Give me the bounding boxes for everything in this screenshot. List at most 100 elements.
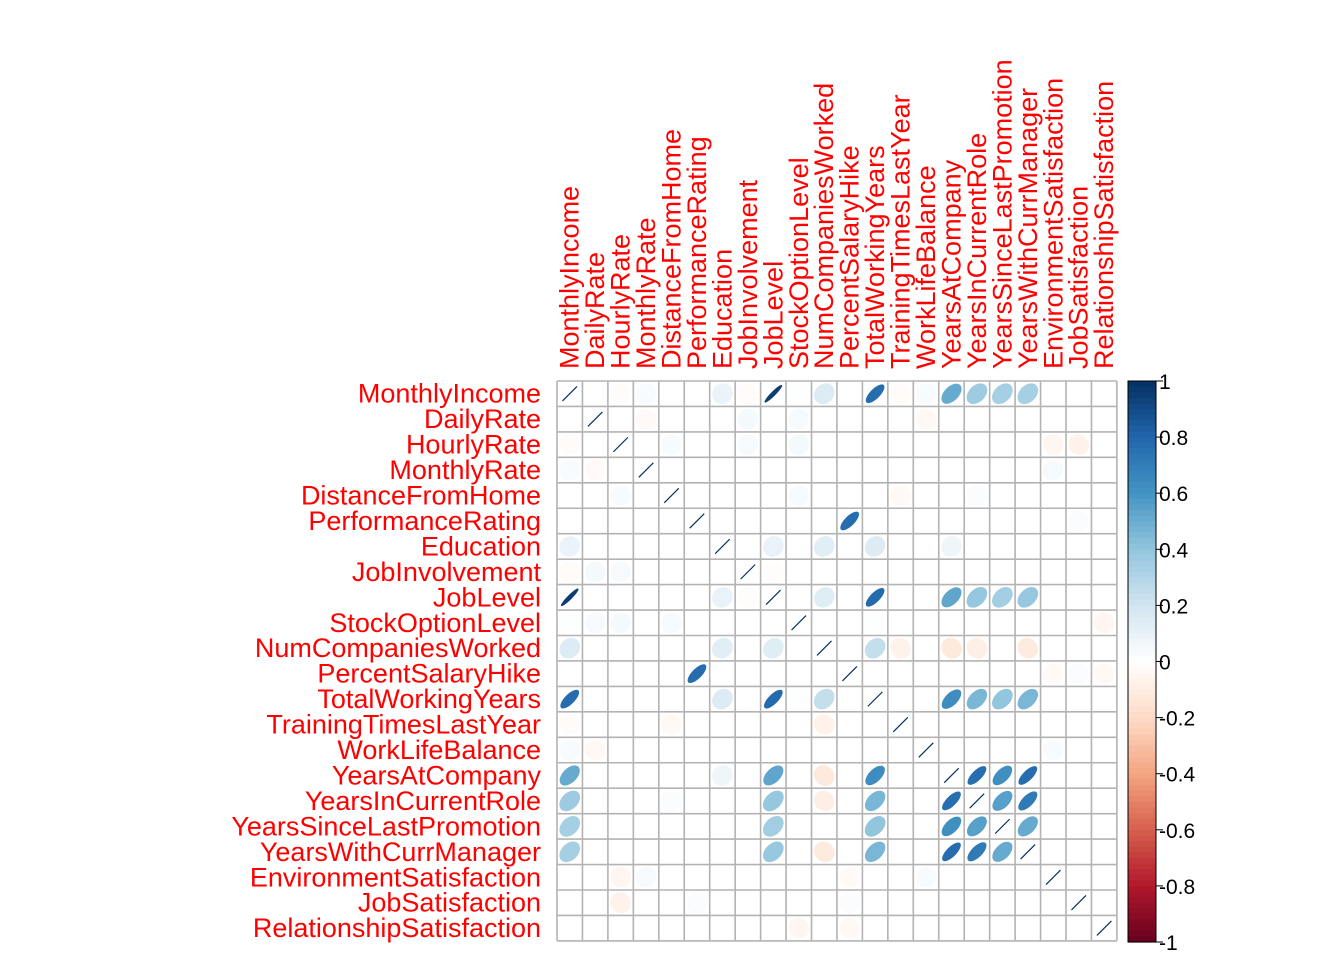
cell-MonthlyIncome-DistanceFromHome: [661, 383, 682, 405]
cell-RelationshipSatisfaction-DailyRate: [584, 917, 606, 939]
diagonal-cell-JobInvolvement: [740, 564, 756, 580]
cell-TrainingTimesLastYear-DistanceFromHome: [661, 714, 682, 735]
column-label: JobLevel: [758, 261, 788, 369]
cell-RelationshipSatisfaction-MonthlyRate: [635, 917, 657, 939]
cell-JobSatisfaction-TrainingTimesLastYear: [890, 892, 911, 914]
cell-WorkLifeBalance-StockOptionLevel: [788, 739, 810, 761]
colorbar-segment: [1128, 801, 1156, 808]
cell-PercentSalaryHike-MonthlyRate: [635, 663, 657, 685]
cell-HourlyRate-WorkLifeBalance: [915, 434, 937, 455]
diagonal-cell-DailyRate: [587, 411, 603, 427]
colorbar-segment: [1128, 582, 1156, 590]
diagonal-cell-TotalWorkingYears: [867, 691, 883, 707]
diagonal-cell-StockOptionLevel: [791, 615, 807, 631]
cell-DailyRate-PercentSalaryHike: [839, 408, 861, 430]
colorbar-segment: [1128, 874, 1156, 881]
cell-PerformanceRating-MonthlyRate: [635, 510, 657, 532]
cell-DailyRate-StockOptionLevel: [788, 408, 810, 430]
colorbar-segment: [1128, 723, 1156, 730]
cell-PerformanceRating-JobLevel: [762, 510, 784, 532]
cell-YearsWithCurrManager-JobInvolvement: [737, 841, 759, 863]
cell-PerformanceRating-JobInvolvement: [737, 510, 759, 532]
colorbar-segment: [1128, 644, 1156, 651]
row-label: JobSatisfaction: [358, 888, 541, 918]
cell-RelationshipSatisfaction-PercentSalaryHike: [839, 917, 861, 939]
colorbar-segment: [1128, 869, 1156, 876]
cell-RelationshipSatisfaction-NumCompaniesWorked: [813, 917, 835, 939]
cell-TrainingTimesLastYear-StockOptionLevel: [788, 714, 810, 735]
cell-PercentSalaryHike-HourlyRate: [610, 663, 631, 685]
cell-TotalWorkingYears-DistanceFromHome: [661, 688, 682, 710]
cell-YearsWithCurrManager-JobSatisfaction: [1068, 841, 1090, 863]
cell-RelationshipSatisfaction-JobLevel: [762, 917, 784, 939]
cell-EnvironmentSatisfaction-YearsWithCurrManager: [1017, 866, 1039, 888]
row-label: StockOptionLevel: [329, 608, 541, 638]
row-label: YearsSinceLastPromotion: [231, 811, 541, 841]
cell-DistanceFromHome-TotalWorkingYears: [864, 485, 886, 506]
cell-RelationshipSatisfaction-TotalWorkingYears: [864, 917, 886, 939]
cell-MonthlyIncome-HourlyRate: [610, 383, 631, 405]
cell-MonthlyIncome-JobLevel: [764, 384, 783, 403]
cell-DistanceFromHome-EnvironmentSatisfaction: [1042, 485, 1064, 506]
colorbar-tick-label: -0.8: [1159, 876, 1195, 899]
cell-YearsInCurrentRole-YearsAtCompany: [942, 791, 961, 811]
diagonal-cell-YearsWithCurrManager: [1020, 844, 1036, 860]
cell-PercentSalaryHike-RelationshipSatisfaction: [1093, 663, 1115, 685]
colorbar-segment: [1128, 639, 1156, 646]
cell-YearsSinceLastPromotion-YearsWithCurrManager: [1017, 816, 1038, 837]
cell-HourlyRate-YearsAtCompany: [941, 434, 962, 455]
colorbar-segment: [1128, 605, 1156, 612]
colorbar-segment: [1128, 538, 1156, 545]
colorbar-segment: [1128, 852, 1156, 859]
cell-WorkLifeBalance-JobSatisfaction: [1068, 739, 1090, 761]
cell-JobLevel-TotalWorkingYears: [865, 587, 885, 607]
cell-JobSatisfaction-NumCompaniesWorked: [813, 892, 835, 914]
cell-HourlyRate-Education: [712, 434, 733, 455]
cell-NumCompaniesWorked-JobLevel: [762, 637, 784, 659]
cell-JobLevel-EnvironmentSatisfaction: [1042, 586, 1064, 608]
cell-NumCompaniesWorked-TrainingTimesLastYear: [890, 637, 911, 659]
cell-JobInvolvement-JobLevel: [762, 561, 784, 583]
cell-PercentSalaryHike-JobSatisfaction: [1068, 663, 1090, 685]
cell-RelationshipSatisfaction-JobSatisfaction: [1068, 917, 1090, 939]
cell-YearsWithCurrManager-DistanceFromHome: [661, 841, 682, 863]
row-label: Education: [421, 531, 541, 561]
colorbar-segment: [1128, 493, 1156, 500]
colorbar-tick-label: 1: [1159, 371, 1171, 394]
cell-TrainingTimesLastYear-HourlyRate: [610, 714, 631, 735]
cell-WorkLifeBalance-YearsSinceLastPromotion: [992, 739, 1013, 761]
row-label: YearsAtCompany: [332, 760, 542, 790]
cell-JobInvolvement-PercentSalaryHike: [839, 561, 861, 583]
cell-WorkLifeBalance-JobInvolvement: [737, 739, 759, 761]
column-label: NumCompaniesWorked: [809, 83, 839, 369]
colorbar-segment: [1128, 487, 1156, 494]
cell-YearsWithCurrManager-EnvironmentSatisfaction: [1042, 841, 1064, 863]
cell-TotalWorkingYears-StockOptionLevel: [788, 688, 810, 710]
colorbar-segment: [1128, 532, 1156, 539]
colorbar-segment: [1128, 790, 1156, 797]
cell-JobSatisfaction-DistanceFromHome: [661, 892, 682, 914]
cell-JobLevel-MonthlyIncome: [560, 588, 579, 607]
cell-TotalWorkingYears-RelationshipSatisfaction: [1093, 688, 1115, 710]
cell-Education-YearsWithCurrManager: [1017, 536, 1039, 557]
cell-DailyRate-RelationshipSatisfaction: [1093, 408, 1115, 430]
cell-MonthlyIncome-EnvironmentSatisfaction: [1042, 383, 1064, 405]
cell-MonthlyRate-YearsAtCompany: [941, 459, 962, 481]
cell-WorkLifeBalance-TotalWorkingYears: [864, 739, 886, 761]
colorbar-segment: [1128, 409, 1156, 416]
colorbar-segment: [1128, 611, 1156, 618]
colorbar-segment: [1128, 908, 1156, 915]
colorbar-segment: [1128, 885, 1156, 893]
cell-JobInvolvement-YearsSinceLastPromotion: [992, 561, 1013, 583]
cell-TotalWorkingYears-PercentSalaryHike: [839, 688, 861, 710]
cell-MonthlyRate-RelationshipSatisfaction: [1093, 459, 1115, 481]
column-label: YearsAtCompany: [936, 159, 966, 369]
cell-NumCompaniesWorked-YearsSinceLastPromotion: [992, 637, 1013, 659]
diagonal-cell-TrainingTimesLastYear: [892, 716, 909, 733]
cell-JobInvolvement-MonthlyRate: [635, 561, 657, 583]
cell-MonthlyRate-HourlyRate: [610, 459, 631, 481]
cell-TotalWorkingYears-PerformanceRating: [686, 688, 708, 710]
cell-YearsSinceLastPromotion-JobInvolvement: [737, 816, 759, 837]
cell-YearsAtCompany-EnvironmentSatisfaction: [1042, 765, 1064, 786]
cell-JobLevel-TrainingTimesLastYear: [890, 586, 911, 608]
